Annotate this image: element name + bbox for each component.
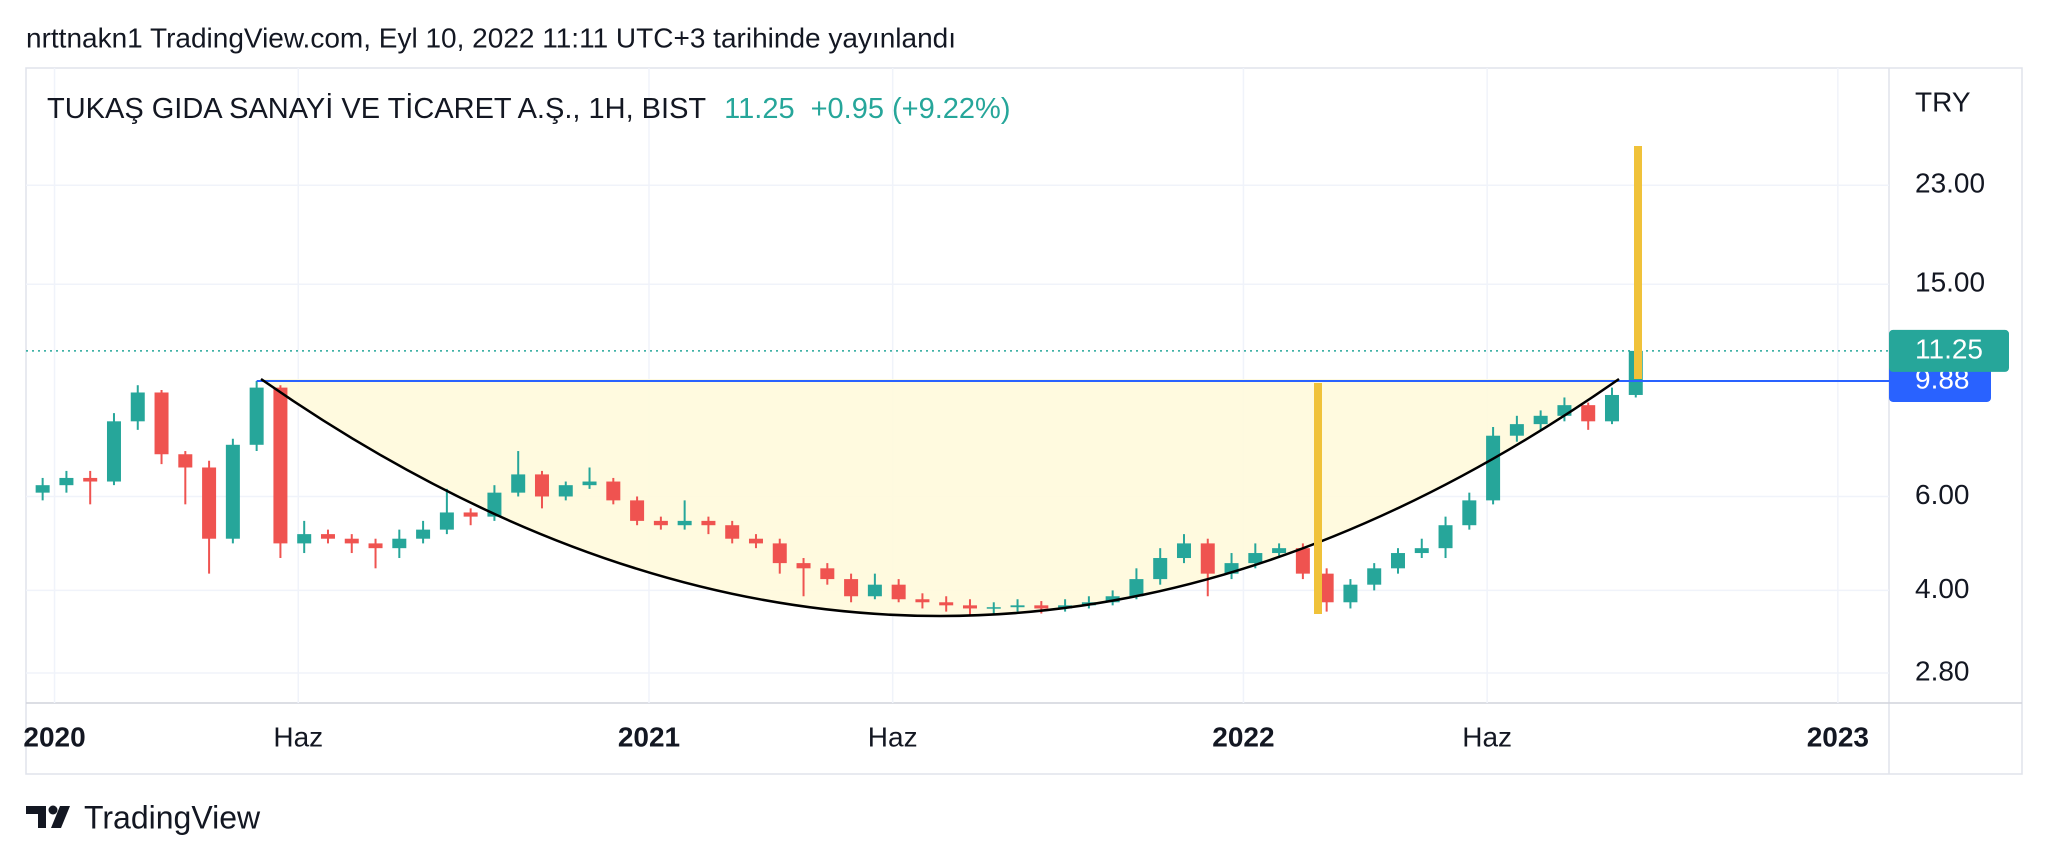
candle-body <box>273 387 288 544</box>
candle-body <box>1581 405 1596 422</box>
y-tick-label: 6.00 <box>1915 479 1970 510</box>
candle-body <box>1248 553 1263 564</box>
candle-body <box>701 520 716 526</box>
candle-body <box>320 534 335 539</box>
candle-body <box>820 568 835 580</box>
candle-body <box>154 392 169 455</box>
candle-body <box>416 529 431 539</box>
candle-body <box>1153 558 1168 580</box>
candle-body <box>986 607 1001 609</box>
candle-body <box>1129 579 1144 597</box>
x-tick-label: Haz <box>1462 721 1512 752</box>
candle-body <box>249 387 264 445</box>
chart-header: TUKAŞ GIDA SANAYİ VE TİCARET A.Ş., 1H, B… <box>47 92 1011 125</box>
candle-body <box>1319 573 1334 603</box>
publisher-line: nrttnakn1 TradingView.com, Eyl 10, 2022 … <box>26 22 956 53</box>
candle-body <box>35 485 50 493</box>
candle-body <box>225 444 240 539</box>
candle-body <box>1533 415 1548 425</box>
last-price-tag <box>1889 329 2009 372</box>
x-tick-label: 2022 <box>1212 721 1274 752</box>
candle-body <box>1176 543 1191 559</box>
candle-body <box>748 538 763 544</box>
candle-body <box>1390 553 1405 569</box>
x-tick-label: 2023 <box>1807 721 1869 752</box>
cup-fill <box>261 379 1619 616</box>
candle-body <box>630 500 645 521</box>
candle-body <box>891 584 906 600</box>
candle-body <box>368 543 383 549</box>
candle-body <box>511 474 526 493</box>
y-tick-label: 2.80 <box>1915 655 1970 686</box>
footer-brand: TradingView <box>84 799 261 835</box>
candle-body <box>558 485 573 497</box>
candle-body <box>59 477 74 486</box>
candle-body <box>1604 394 1619 422</box>
candle-body <box>772 543 787 564</box>
candle-body <box>915 599 930 603</box>
candle-body <box>1438 525 1453 549</box>
candle-body <box>1224 563 1239 574</box>
brand-logo <box>26 805 70 828</box>
candle-body <box>582 481 597 486</box>
axes: 2.80 4.00 6.00 15.00 23.00 2020 Haz 2021 Haz 2022… <box>23 168 2009 752</box>
last-price: 11.25 <box>724 93 794 125</box>
candle-body <box>1367 568 1382 585</box>
currency-label: TRY <box>1915 86 1971 117</box>
candle-body <box>83 477 98 482</box>
candle-body <box>677 520 692 526</box>
candle-body <box>1557 405 1572 416</box>
candle-body <box>1010 605 1025 608</box>
measure-bar <box>1314 383 1322 614</box>
x-tick-label: Haz <box>868 721 918 752</box>
candle-body <box>1509 424 1524 436</box>
candle-body <box>1414 548 1429 554</box>
measure-bar <box>1634 146 1642 379</box>
pane-border <box>25 67 2023 775</box>
candle-body <box>439 512 454 530</box>
candle-body <box>534 474 549 497</box>
x-tick-label: 2020 <box>23 721 85 752</box>
y-tick-label: 15.00 <box>1915 267 1985 298</box>
last-price-label: 11.25 <box>1915 333 1983 364</box>
symbol-title: TUKAŞ GIDA SANAYİ VE TİCARET A.Ş., 1H, B… <box>47 92 706 125</box>
price-change: +0.95 (+9.22%) <box>811 93 1011 125</box>
candle-body <box>1034 605 1049 609</box>
candle-body <box>653 520 668 526</box>
candle-body <box>1343 584 1358 603</box>
candle-body <box>487 492 502 517</box>
x-tick-label: Haz <box>273 721 323 752</box>
candle-body <box>130 392 145 422</box>
candle-body <box>106 421 121 482</box>
candle-body <box>606 481 621 501</box>
candle-body <box>844 579 859 597</box>
candle-body <box>178 454 193 468</box>
candle-body <box>1486 435 1501 501</box>
cup-curve <box>260 377 1620 618</box>
candle-body <box>962 605 977 609</box>
x-tick-label: 2021 <box>618 721 680 752</box>
candle-body <box>392 538 407 549</box>
candle-body <box>463 512 478 517</box>
candle-body <box>1105 596 1120 603</box>
candle-body <box>725 525 740 539</box>
candle-body <box>202 467 217 539</box>
candle-body <box>297 534 312 544</box>
candle-body <box>1295 548 1310 574</box>
y-tick-label: 4.00 <box>1915 573 1970 604</box>
candle-body <box>1272 548 1287 554</box>
candle-body <box>344 538 359 544</box>
candle-body <box>939 602 954 606</box>
candle-body <box>1462 500 1477 526</box>
candle-body <box>796 563 811 569</box>
candle-body <box>1200 543 1215 574</box>
y-tick-label: 23.00 <box>1915 168 1985 199</box>
candle-body <box>867 584 882 597</box>
